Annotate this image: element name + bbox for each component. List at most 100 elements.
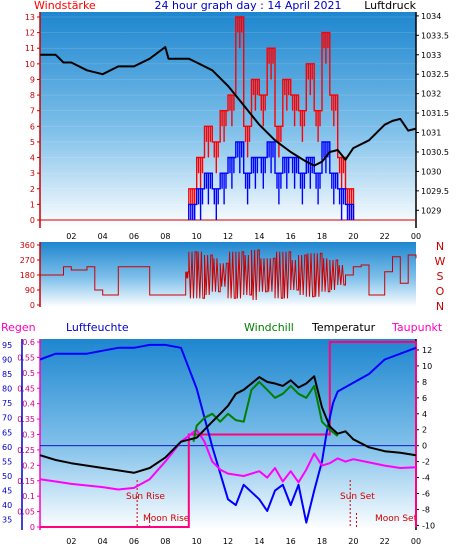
wind-tick-label: 1 <box>30 200 35 209</box>
annotation-moon-set: Moon Set <box>375 514 418 524</box>
x-tick-label: 14 <box>254 537 264 546</box>
direction-tick-label: 270 <box>20 256 35 265</box>
x-tick-label: 20 <box>348 537 358 546</box>
x-tick-label: 10 <box>192 232 202 241</box>
rain-line <box>40 341 417 528</box>
rain-tick-label: 0.4 <box>22 400 35 409</box>
x-tick-label: 08 <box>160 537 170 546</box>
humidity-tick-label: 35 <box>2 516 12 525</box>
rain-tick-label: 0.6 <box>22 338 35 347</box>
x-tick-label: 04 <box>98 537 108 546</box>
temperature-tick-label: 12 <box>422 346 432 355</box>
temperature-tick-label: 0 <box>422 442 427 451</box>
temperature-tick-label: -10 <box>422 521 435 530</box>
chart-marks: 01234567891011121310291029.510301030.510… <box>2 12 449 546</box>
pressure-tick-label: 1033 <box>421 51 441 60</box>
wind-tick-label: 12 <box>25 29 35 38</box>
temperature-tick-label: -4 <box>422 474 430 483</box>
temperature-line <box>39 375 417 474</box>
x-tick-label: 12 <box>223 232 233 241</box>
x-tick-label: 06 <box>129 232 139 241</box>
humidity-tick-label: 50 <box>2 472 12 481</box>
annotation-sun-rise: Sun Rise <box>126 492 165 502</box>
temperature-tick-label: -8 <box>422 505 430 514</box>
humidity-line <box>39 343 417 524</box>
wind-tick-label: 5 <box>30 138 35 147</box>
pressure-tick-label: 1034 <box>421 12 441 21</box>
temperature-tick-label: 4 <box>422 410 427 419</box>
rain-tick-label: 0.55 <box>17 353 35 362</box>
pressure-label: Luftdruck <box>364 0 416 12</box>
temperature-tick-label: 10 <box>422 362 432 371</box>
x-tick-label: 10 <box>192 537 202 546</box>
temperature-tick-label: 6 <box>422 394 427 403</box>
legend-rain: Regen <box>1 321 36 334</box>
windchill-line <box>192 380 339 442</box>
humidity-tick-label: 60 <box>2 443 12 452</box>
temperature-tick-label: 8 <box>422 378 427 387</box>
x-tick-label: 02 <box>66 232 76 241</box>
humidity-tick-label: 70 <box>2 414 12 423</box>
wind-tick-label: 8 <box>30 91 35 100</box>
rain-tick-label: 0.3 <box>22 431 35 440</box>
humidity-tick-label: 45 <box>2 487 12 496</box>
wind-tick-label: 13 <box>25 13 35 22</box>
pressure-tick-label: 1033.5 <box>421 31 449 40</box>
x-tick-label: 12 <box>223 537 233 546</box>
wind-mean-line <box>188 141 355 220</box>
rain-tick-label: 0.25 <box>17 446 35 455</box>
legend-dewpoint: Taupunkt <box>391 321 443 334</box>
direction-tick-label: 360 <box>20 241 35 250</box>
x-tick-label: 06 <box>129 537 139 546</box>
humidity-tick-label: 90 <box>2 355 12 364</box>
pressure-tick-label: 1029 <box>421 206 441 215</box>
wind-tick-label: 9 <box>30 75 35 84</box>
dewpoint-line <box>39 428 417 491</box>
pressure-tick-label: 1031.5 <box>421 109 449 118</box>
wind-gust-line <box>188 16 355 220</box>
wind-tick-label: 7 <box>30 107 35 116</box>
x-tick-label: 20 <box>348 232 358 241</box>
annotation-moon-rise: Moon Rise <box>143 514 190 524</box>
x-tick-label: 02 <box>66 537 76 546</box>
wind-tick-label: 10 <box>25 60 35 69</box>
pressure-tick-label: 1032 <box>421 90 441 99</box>
wind-direction-line <box>40 249 417 301</box>
x-tick-label: 08 <box>160 232 170 241</box>
wind-tick-label: 11 <box>25 44 35 53</box>
humidity-tick-label: 80 <box>2 385 12 394</box>
rain-tick-label: 0.05 <box>17 508 35 517</box>
pressure-tick-label: 1031 <box>421 129 441 138</box>
legend-temperature: Temperatur <box>311 321 376 334</box>
x-tick-label: 00 <box>411 537 421 546</box>
rain-tick-label: 0.1 <box>22 492 35 501</box>
humidity-tick-label: 65 <box>2 428 12 437</box>
wind-pressure-plot-area <box>40 12 416 228</box>
direction-compass-label: N <box>436 300 444 313</box>
humidity-tick-label: 95 <box>2 341 12 350</box>
rain-tick-label: 0 <box>30 523 35 532</box>
x-tick-label: 14 <box>254 232 264 241</box>
annotation-sun-set: Sun Set <box>340 492 375 502</box>
wind-tick-label: 4 <box>30 154 35 163</box>
humidity-tick-label: 55 <box>2 457 12 466</box>
x-tick-label: 16 <box>286 232 296 241</box>
legend-humidity: Luftfeuchte <box>66 321 129 334</box>
temperature-tick-label: 2 <box>422 426 427 435</box>
wind-tick-label: 3 <box>30 169 35 178</box>
chart-title: 24 hour graph day : 14 April 2021 <box>155 0 342 12</box>
x-tick-label: 18 <box>317 232 327 241</box>
legend-windchill: Windchill <box>244 321 294 334</box>
humidity-tick-label: 85 <box>2 370 12 379</box>
direction-compass-label: S <box>437 270 444 283</box>
wind-tick-label: 0 <box>30 216 35 225</box>
pressure-tick-label: 1030.5 <box>421 148 449 157</box>
wind-tick-label: 6 <box>30 122 35 131</box>
direction-compass-label: N <box>436 240 444 253</box>
x-tick-label: 22 <box>380 232 390 241</box>
rain-tick-label: 0.45 <box>17 384 35 393</box>
x-tick-label: 00 <box>411 232 421 241</box>
pressure-tick-label: 1032.5 <box>421 70 449 79</box>
